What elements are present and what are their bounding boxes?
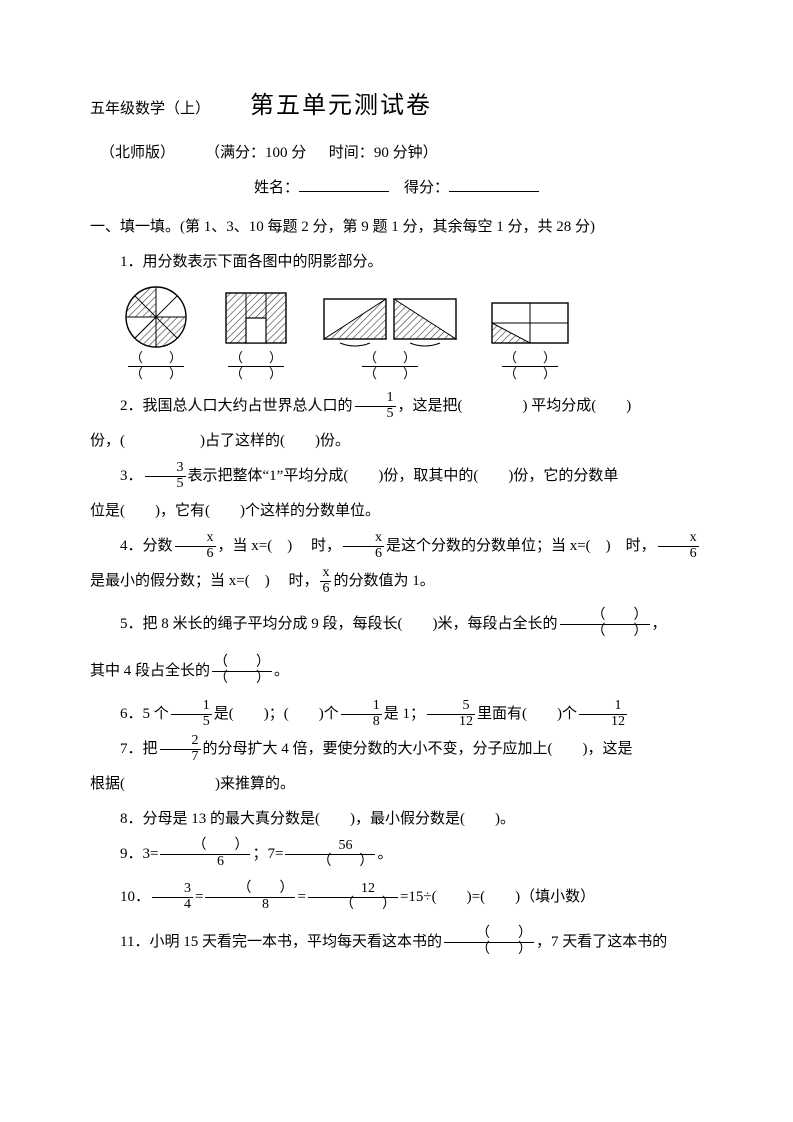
score-label: 得分： bbox=[404, 180, 449, 196]
q6: 6．5 个15是( )；( )个18是 1；512里面有( )个112 bbox=[90, 698, 703, 731]
fig-two-rects: （ ）（ ） bbox=[320, 293, 460, 382]
exam-info: （满分：100 分 时间：90 分钟） bbox=[205, 137, 438, 170]
q3-line2: 位是( )，它有( )个这样的分数单位。 bbox=[90, 495, 703, 528]
sub-header-row: （北师版） （满分：100 分 时间：90 分钟） bbox=[90, 137, 703, 170]
q8: 8．分母是 13 的最大真分数是( )，最小假分数是( )。 bbox=[90, 803, 703, 836]
fig-square: （ ）（ ） bbox=[220, 289, 292, 382]
full-marks-value: 100 分 bbox=[265, 145, 306, 161]
frac-56-blank: 56（ ） bbox=[285, 839, 375, 869]
fig-square-answer: （ ）（ ） bbox=[228, 351, 284, 382]
frac-3-4: 34 bbox=[152, 882, 193, 912]
frac-blank-blank-a: （ ）（ ） bbox=[560, 609, 650, 639]
frac-1-5: 15 bbox=[355, 391, 396, 421]
q1-figures: （ ）（ ） （ ）（ ） （ ）（ ） bbox=[120, 285, 703, 382]
grade-label: 五年级数学（上） bbox=[90, 93, 210, 126]
frac-3-5: 35 bbox=[145, 461, 186, 491]
grid-icon bbox=[488, 299, 572, 349]
frac-1-5-b: 15 bbox=[171, 699, 212, 729]
frac-x-6-d: x6 bbox=[320, 566, 331, 596]
frac-blank-8: （ ）8 bbox=[205, 882, 295, 912]
name-label: 姓名： bbox=[254, 180, 299, 196]
frac-1-12: 112 bbox=[579, 699, 627, 729]
q5-line2: 其中 4 段占全长的（ ）（ ）。 bbox=[90, 655, 703, 688]
frac-blank-blank-b: （ ）（ ） bbox=[212, 656, 272, 686]
content: 一、填一填。(第 1、3、10 每题 2 分，第 9 题 1 分，其余每空 1 … bbox=[90, 211, 703, 959]
edition-label: （北师版） bbox=[100, 137, 175, 170]
fig-circle: （ ）（ ） bbox=[120, 285, 192, 382]
fig-grid: （ ）（ ） bbox=[488, 299, 572, 382]
frac-2-7: 27 bbox=[160, 734, 201, 764]
q4-line1: 4．分数x6，当 x=( ) 时，x6是这个分数的分数单位；当 x=( ) 时，… bbox=[90, 530, 703, 563]
q3-line1: 3．35表示把整体“1”平均分成( )份，取其中的( )份，它的分数单 bbox=[90, 460, 703, 493]
frac-1-8: 18 bbox=[341, 699, 382, 729]
q2-line1: 2．我国总人口大约占世界总人口的15，这是把( ) 平均分成( ) bbox=[90, 390, 703, 423]
frac-blank-blank-c: （ ）（ ） bbox=[444, 927, 534, 957]
name-blank bbox=[299, 175, 389, 192]
frac-12-blank: 12（ ） bbox=[308, 882, 398, 912]
frac-x-6-a: x6 bbox=[175, 531, 216, 561]
time-label: 时间： bbox=[329, 145, 374, 161]
main-title: 第五单元测试卷 bbox=[250, 80, 432, 133]
name-score-row: 姓名： 得分： bbox=[90, 172, 703, 205]
header-row: 五年级数学（上） 第五单元测试卷 bbox=[90, 80, 703, 133]
fig-circle-answer: （ ）（ ） bbox=[128, 351, 184, 382]
q2-line2: 份，( )占了这样的( )份。 bbox=[90, 425, 703, 458]
q10: 10．34=（ ）8=12（ ）=15÷( )=( )（填小数） bbox=[90, 881, 703, 914]
square-icon bbox=[220, 289, 292, 349]
fig-two-rects-answer: （ ）（ ） bbox=[362, 351, 418, 382]
q11: 11．小明 15 天看完一本书，平均每天看这本书的（ ）（ ），7 天看了这本书… bbox=[90, 926, 703, 959]
fig-grid-answer: （ ）（ ） bbox=[502, 351, 558, 382]
frac-x-6-b: x6 bbox=[343, 531, 384, 561]
frac-5-12: 512 bbox=[427, 699, 475, 729]
time-value: 90 分钟） bbox=[374, 145, 438, 161]
q9: 9．3=（ ）6；7=56（ ）。 bbox=[90, 838, 703, 871]
q5-line1: 5．把 8 米长的绳子平均分成 9 段，每段长( )米，每段占全长的（ ）（ ）… bbox=[90, 608, 703, 641]
frac-x-6-c: x6 bbox=[658, 531, 699, 561]
q7-line2: 根据( )来推算的。 bbox=[90, 768, 703, 801]
section-1-head: 一、填一填。(第 1、3、10 每题 2 分，第 9 题 1 分，其余每空 1 … bbox=[90, 211, 703, 244]
q7-line1: 7．把27的分母扩大 4 倍，要使分数的大小不变，分子应加上( )，这是 bbox=[90, 733, 703, 766]
circle-icon bbox=[120, 285, 192, 349]
frac-blank-6: （ ）6 bbox=[160, 839, 250, 869]
score-blank bbox=[449, 175, 539, 192]
two-rects-icon bbox=[320, 293, 460, 349]
q1: 1．用分数表示下面各图中的阴影部分。 bbox=[90, 246, 703, 279]
q4-line2: 是最小的假分数；当 x=( ) 时，x6的分数值为 1。 bbox=[90, 565, 703, 598]
full-marks-label: （满分： bbox=[205, 145, 265, 161]
